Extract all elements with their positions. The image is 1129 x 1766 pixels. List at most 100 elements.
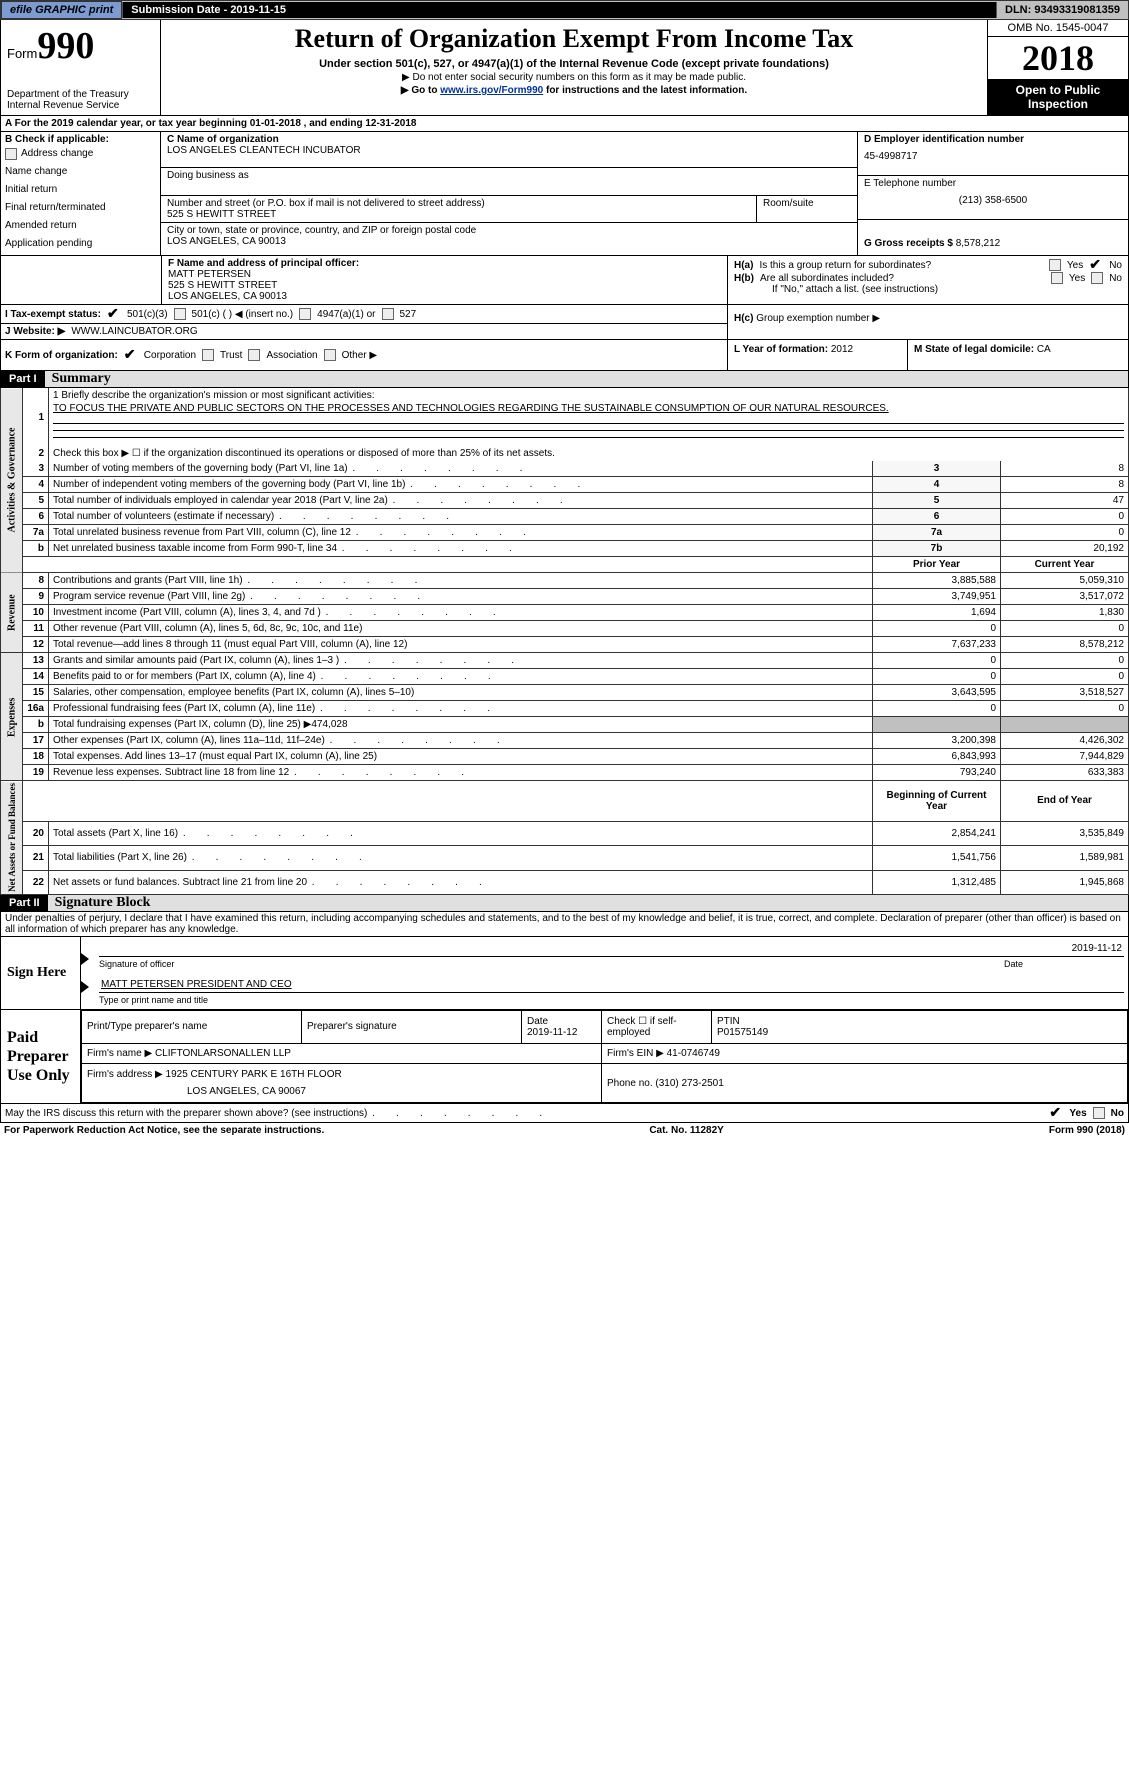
prep-self-emp: Check ☐ if self-employed <box>602 1010 712 1043</box>
line-20-boy: 2,854,241 <box>873 821 1001 845</box>
opt-other: Other ▶ <box>342 350 377 361</box>
arrow-icon <box>81 981 89 993</box>
checkbox-icon[interactable] <box>1051 272 1063 284</box>
box-m-label: M State of legal domicile: <box>914 344 1037 355</box>
line2-discontinue: Check this box ▶ ☐ if the organization d… <box>49 446 1129 461</box>
part1-badge: Part I <box>1 371 45 387</box>
line-6-val: 0 <box>1001 509 1129 525</box>
line-15-prior: 3,643,595 <box>873 685 1001 701</box>
cb-app-pending[interactable]: Application pending <box>5 235 156 253</box>
dept-treasury: Department of the Treasury <box>7 89 154 100</box>
summary-table: Activities & Governance 1 1 Briefly desc… <box>0 388 1129 895</box>
checkbox-icon[interactable] <box>382 308 394 320</box>
hc-text: Group exemption number ▶ <box>756 313 880 324</box>
line-12-desc: Total revenue—add lines 8 through 11 (mu… <box>49 637 873 653</box>
box-c-label: C Name of organization <box>167 134 851 145</box>
line-16b-desc: Total fundraising expenses (Part IX, col… <box>49 717 873 733</box>
firm-addr2: LOS ANGELES, CA 90067 <box>87 1080 596 1097</box>
line-9-prior: 3,749,951 <box>873 589 1001 605</box>
line-18-current: 7,944,829 <box>1001 749 1129 765</box>
line-16a-n: 16a <box>23 701 49 717</box>
checkbox-icon[interactable] <box>248 349 260 361</box>
form-note-ssn: ▶ Do not enter social security numbers o… <box>169 72 979 83</box>
line-7b-val: 20,192 <box>1001 541 1129 557</box>
checkbox-icon[interactable] <box>1049 259 1061 271</box>
cb-amended-return[interactable]: Amended return <box>5 217 156 235</box>
line-20-n: 20 <box>23 821 49 845</box>
prep-name-label: Print/Type preparer's name <box>82 1010 302 1043</box>
line-8-prior: 3,885,588 <box>873 573 1001 589</box>
yes-label: Yes <box>1069 273 1085 284</box>
note2-pre: ▶ Go to <box>401 85 440 96</box>
ein-value: 45-4998717 <box>864 145 1122 162</box>
line-13-desc: Grants and similar amounts paid (Part IX… <box>49 653 873 669</box>
firm-ein-label: Firm's EIN ▶ <box>607 1048 664 1059</box>
check-icon[interactable] <box>124 348 138 362</box>
line-19-n: 19 <box>23 765 49 781</box>
org-name: LOS ANGELES CLEANTECH INCUBATOR <box>167 145 851 156</box>
check-icon[interactable] <box>1089 258 1103 272</box>
page-footer: For Paperwork Reduction Act Notice, see … <box>0 1123 1129 1138</box>
signature-block: Sign Here 2019-11-12 Signature of office… <box>0 937 1129 1010</box>
line-16b-prior <box>873 717 1001 733</box>
form-number: Form990 <box>7 24 154 68</box>
box-b-items: Address change Name change Initial retur… <box>5 145 156 253</box>
col-current-year: Current Year <box>1001 557 1129 573</box>
box-b-label: B Check if applicable: <box>5 134 156 145</box>
footer-left: For Paperwork Reduction Act Notice, see … <box>4 1125 324 1136</box>
check-icon[interactable] <box>107 307 121 321</box>
efile-print-button[interactable]: efile GRAPHIC print <box>1 1 122 19</box>
line-11-prior: 0 <box>873 621 1001 637</box>
cb-name-change[interactable]: Name change <box>5 163 156 181</box>
checkbox-icon[interactable] <box>202 349 214 361</box>
preparer-block: Paid Preparer Use Only Print/Type prepar… <box>0 1010 1129 1105</box>
line-14-current: 0 <box>1001 669 1129 685</box>
part1-title: Summary <box>52 371 111 387</box>
line-4-desc: Number of independent voting members of … <box>49 477 873 493</box>
cb-final-return[interactable]: Final return/terminated <box>5 199 156 217</box>
line-7a-val: 0 <box>1001 525 1129 541</box>
checkbox-icon[interactable] <box>1091 272 1103 284</box>
cb-address-change[interactable]: Address change <box>5 145 156 163</box>
hb-text: Are all subordinates included? <box>760 273 1045 284</box>
part2-badge: Part II <box>1 895 48 911</box>
check-icon[interactable] <box>1049 1106 1063 1120</box>
line-13-n: 13 <box>23 653 49 669</box>
checkbox-icon[interactable] <box>324 349 336 361</box>
line-14-n: 14 <box>23 669 49 685</box>
checkbox-icon[interactable] <box>299 308 311 320</box>
line-16b-n: b <box>23 717 49 733</box>
checkbox-icon[interactable] <box>1093 1107 1105 1119</box>
vlabel-activities: Activities & Governance <box>1 388 23 573</box>
line-18-desc: Total expenses. Add lines 13–17 (must eq… <box>49 749 873 765</box>
line-21-boy: 1,541,756 <box>873 846 1001 870</box>
line-8-desc: Contributions and grants (Part VIII, lin… <box>49 573 873 589</box>
irs-gov-link[interactable]: www.irs.gov/Form990 <box>440 85 543 96</box>
vlabel-netassets: Net Assets or Fund Balances <box>1 781 23 895</box>
form-header: Form990 Department of the Treasury Inter… <box>0 20 1129 116</box>
line-3-box: 3 <box>873 461 1001 477</box>
vlabel-revenue: Revenue <box>1 573 23 653</box>
sig-date-label: Date <box>1004 959 1124 969</box>
line-19-current: 633,383 <box>1001 765 1129 781</box>
line-9-current: 3,517,072 <box>1001 589 1129 605</box>
firm-name-val: CLIFTONLARSONALLEN LLP <box>155 1048 291 1059</box>
line-5-val: 47 <box>1001 493 1129 509</box>
officer-name-title: MATT PETERSEN PRESIDENT AND CEO <box>99 977 1124 993</box>
firm-name-label: Firm's name ▶ <box>87 1048 152 1059</box>
line-4-box: 4 <box>873 477 1001 493</box>
discuss-q: May the IRS discuss this return with the… <box>5 1108 544 1119</box>
rowa-begin: 01-01-2018 <box>250 118 301 129</box>
line-21-desc: Total liabilities (Part X, line 26) <box>49 846 873 870</box>
box-e-label: E Telephone number <box>864 178 1122 189</box>
line-10-desc: Investment income (Part VIII, column (A)… <box>49 605 873 621</box>
org-info-grid: B Check if applicable: Address change Na… <box>0 132 1129 255</box>
checkbox-icon[interactable] <box>174 308 186 320</box>
dln: DLN: 93493319081359 <box>997 2 1128 18</box>
prep-date-val: 2019-11-12 <box>527 1027 596 1038</box>
cb-initial-return[interactable]: Initial return <box>5 181 156 199</box>
omb-number: OMB No. 1545-0047 <box>988 20 1128 37</box>
room-suite-label: Room/suite <box>757 196 857 222</box>
cb-label: Initial return <box>5 182 57 198</box>
line-7b-desc: Net unrelated business taxable income fr… <box>49 541 873 557</box>
